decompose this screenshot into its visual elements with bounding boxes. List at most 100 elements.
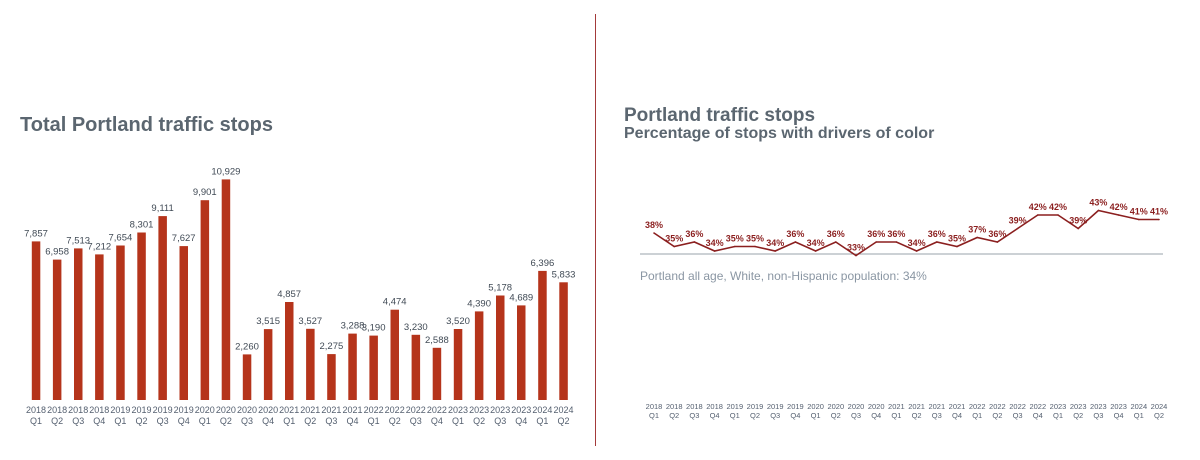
line-value-label-23: 42% (1110, 202, 1128, 212)
bar-value-label-25: 5,833 (552, 269, 576, 280)
line-value-label-8: 34% (807, 238, 825, 248)
line-x-tick-quarter-16: Q1 (972, 411, 982, 420)
line-point-11 (875, 241, 877, 243)
line-chart-subtitle: Percentage of stops with drivers of colo… (624, 125, 935, 142)
line-value-label-24: 41% (1130, 207, 1148, 217)
line-x-tick-quarter-23: Q4 (1114, 411, 1124, 420)
bar-25 (559, 282, 568, 400)
bar-x-tick-quarter-7: Q4 (178, 416, 190, 426)
line-x-tick-year-2: 2018 (686, 402, 703, 411)
line-point-3 (713, 250, 716, 252)
bar-x-tick-year-24: 2024 (532, 405, 552, 415)
bar-x-tick-year-25: 2024 (553, 405, 573, 415)
bar-x-tick-year-8: 2020 (195, 405, 215, 415)
bar-chart: 7,8572018Q16,9582018Q27,5132018Q37,21220… (24, 166, 576, 426)
line-point-4 (734, 245, 736, 248)
bar-value-label-17: 4,474 (383, 297, 407, 308)
line-point-9 (835, 241, 837, 243)
bar-12 (285, 302, 294, 400)
line-value-label-3: 34% (706, 238, 724, 248)
bar-x-tick-quarter-19: Q4 (431, 416, 443, 426)
line-value-label-11: 36% (867, 229, 885, 239)
bar-14 (327, 354, 336, 400)
bar-x-tick-quarter-2: Q3 (72, 416, 84, 426)
line-x-tick-year-10: 2020 (848, 402, 865, 411)
bar-20 (453, 329, 463, 400)
bar-23 (517, 305, 526, 400)
line-point-1 (673, 245, 675, 248)
bar-x-tick-quarter-3: Q4 (93, 416, 105, 426)
bar-3 (95, 254, 104, 400)
line-x-tick-quarter-3: Q4 (710, 411, 720, 420)
line-value-label-21: 39% (1069, 216, 1087, 226)
line-x-tick-year-17: 2022 (989, 402, 1006, 411)
bar-6 (158, 216, 167, 400)
line-x-tick-quarter-24: Q1 (1134, 411, 1144, 420)
line-point-21 (1077, 227, 1079, 230)
bar-x-tick-year-4: 2019 (110, 405, 130, 415)
line-x-tick-year-25: 2024 (1151, 402, 1168, 411)
bar-x-tick-year-11: 2020 (258, 405, 278, 415)
bar-value-label-11: 3,515 (256, 316, 280, 327)
bar-x-tick-year-3: 2018 (89, 405, 109, 415)
line-value-label-9: 36% (827, 229, 845, 239)
line-point-25 (1158, 218, 1160, 221)
line-series (653, 209, 1159, 257)
bar-2 (74, 248, 83, 400)
line-point-16 (976, 236, 978, 239)
line-value-label-2: 36% (685, 229, 703, 239)
line-point-15 (956, 245, 958, 248)
line-x-tick-year-7: 2019 (787, 402, 804, 411)
bar-x-tick-year-16: 2022 (364, 405, 384, 415)
bar-x-tick-quarter-0: Q1 (30, 416, 42, 426)
line-x-tick-year-8: 2020 (807, 402, 824, 411)
bar-21 (474, 311, 484, 400)
line-x-tick-year-23: 2023 (1110, 402, 1127, 411)
bar-value-label-6: 9,111 (151, 203, 173, 214)
bar-11 (263, 329, 273, 400)
line-x-tick-quarter-0: Q1 (649, 411, 659, 420)
line-x-tick-year-24: 2024 (1130, 402, 1147, 411)
line-value-label-12: 36% (887, 229, 905, 239)
bar-x-tick-quarter-23: Q4 (515, 416, 527, 426)
line-x-tick-quarter-19: Q4 (1033, 411, 1043, 420)
bar-chart-title: Total Portland traffic stops (20, 114, 273, 136)
bar-x-tick-year-9: 2020 (216, 405, 236, 415)
panel-divider (595, 14, 596, 446)
line-x-tick-year-16: 2022 (969, 402, 986, 411)
bar-x-tick-quarter-11: Q4 (262, 416, 274, 426)
line-point-0 (653, 232, 655, 234)
line-x-tick-quarter-8: Q1 (811, 411, 821, 420)
bar-x-tick-quarter-21: Q2 (473, 416, 485, 426)
bar-x-tick-quarter-5: Q2 (135, 416, 147, 426)
bar-17 (390, 309, 399, 400)
bar-value-label-13: 3,527 (298, 316, 322, 327)
bar-x-tick-year-6: 2019 (153, 405, 173, 415)
bar-x-tick-quarter-15: Q4 (346, 416, 358, 426)
line-x-tick-year-3: 2018 (706, 402, 723, 411)
bar-5 (137, 232, 146, 400)
bar-x-tick-quarter-6: Q3 (157, 416, 169, 426)
bar-x-tick-year-10: 2020 (237, 405, 257, 415)
bar-10 (242, 354, 252, 400)
bar-x-tick-year-19: 2022 (427, 405, 447, 415)
bar-value-label-3: 7,212 (87, 241, 111, 252)
bar-value-label-0: 7,857 (24, 228, 48, 239)
line-point-24 (1138, 218, 1140, 221)
line-value-label-16: 37% (968, 225, 986, 235)
line-x-tick-quarter-13: Q2 (912, 411, 922, 420)
line-point-17 (996, 241, 999, 243)
line-point-22 (1097, 209, 1100, 212)
line-value-label-1: 35% (665, 234, 683, 244)
line-point-8 (814, 250, 817, 252)
line-x-tick-year-11: 2020 (868, 402, 885, 411)
bar-x-tick-quarter-9: Q2 (220, 416, 232, 426)
bar-x-tick-year-1: 2018 (47, 405, 67, 415)
bar-x-tick-year-18: 2022 (406, 405, 426, 415)
bar-value-label-9: 10,929 (211, 166, 240, 177)
bar-value-label-24: 6,396 (531, 258, 555, 269)
bar-x-tick-quarter-25: Q2 (557, 416, 569, 426)
line-x-tick-quarter-2: Q3 (689, 411, 699, 420)
bar-x-tick-quarter-17: Q2 (389, 416, 401, 426)
line-point-7 (794, 241, 797, 243)
